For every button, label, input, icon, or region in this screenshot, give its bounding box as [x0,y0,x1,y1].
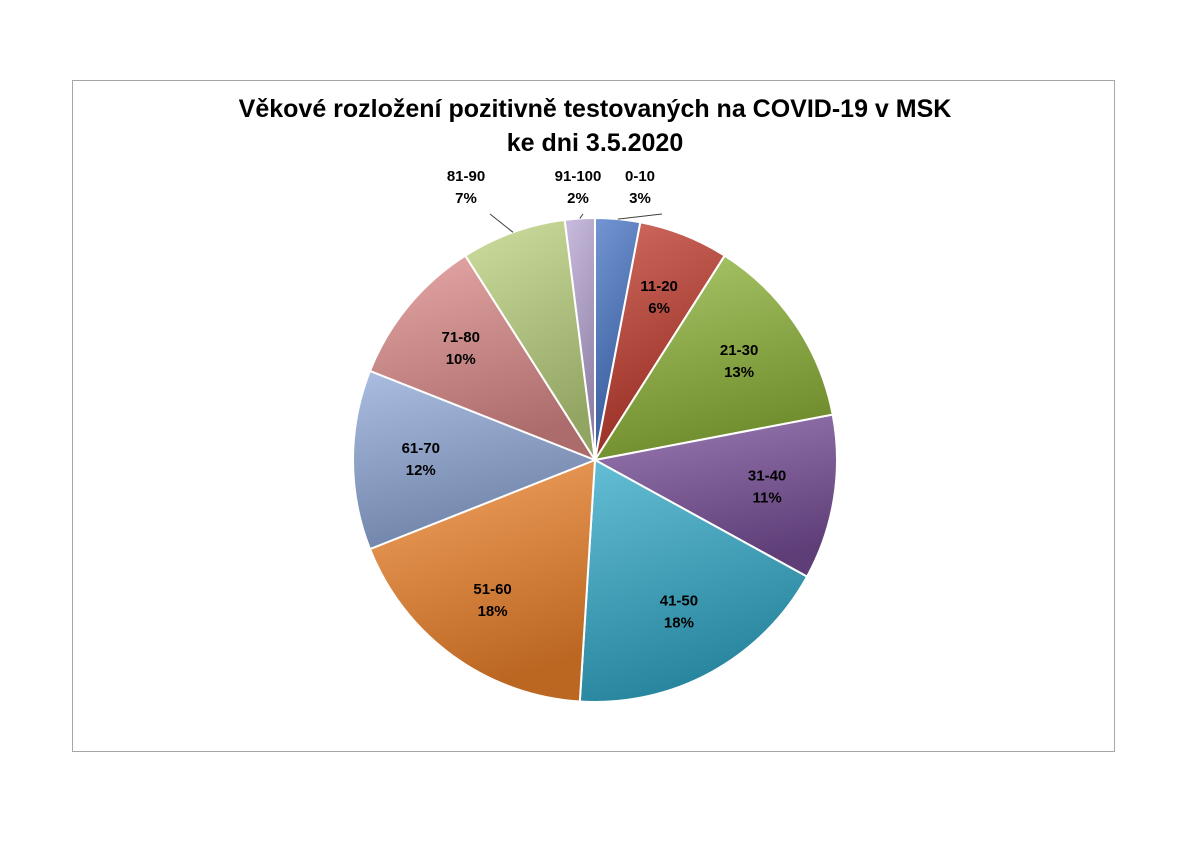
slice-category-label: 91-100 [555,168,602,185]
slice-category-label: 51-60 [473,581,511,598]
chart-title-block: Věkové rozložení pozitivně testovaných n… [0,92,1190,160]
pie-slice-81-90 [463,218,596,461]
pie-slice-61-70 [352,369,598,551]
slice-value-label: 18% [478,603,508,620]
slice-value-label: 13% [724,364,754,381]
slice-category-label: 11-20 [640,278,678,295]
pie-slice-71-80 [368,254,598,463]
pie-slice-21-30 [592,254,834,462]
pie-slice-51-60 [368,458,597,703]
leader-line-81-90 [489,213,514,233]
pie-slice-41-50 [578,458,809,703]
slice-value-label: 7% [455,190,477,207]
leader-line-0-10 [617,213,663,220]
slice-category-label: 81-90 [447,168,485,185]
slice-category-label: 61-70 [402,440,440,457]
pie-slices [352,216,838,703]
slice-category-label: 41-50 [660,593,698,610]
slice-category-label: 0-10 [625,168,655,185]
pie-slice-31-40 [592,413,838,578]
slice-value-label: 2% [567,190,589,207]
slice-value-label: 3% [629,190,651,207]
slice-value-label: 11% [752,489,781,506]
slice-value-label: 10% [446,351,476,368]
slice-value-label: 18% [664,615,694,632]
slice-value-label: 12% [406,462,436,479]
slice-category-label: 31-40 [748,467,786,484]
data-labels: 0-10 3% 11-20 6% 21-30 13% 31-40 11% 41-50 18% 51-… [402,168,787,632]
leader-lines [489,213,663,233]
slice-category-label: 71-80 [442,329,480,346]
leader-line-91-100 [579,213,584,219]
chart-subtitle: ke dni 3.5.2020 [506,129,684,157]
slice-category-label: 21-30 [720,342,758,359]
slice-value-label: 6% [648,300,670,317]
chart-title: Věkové rozložení pozitivně testovaných n… [238,95,952,123]
